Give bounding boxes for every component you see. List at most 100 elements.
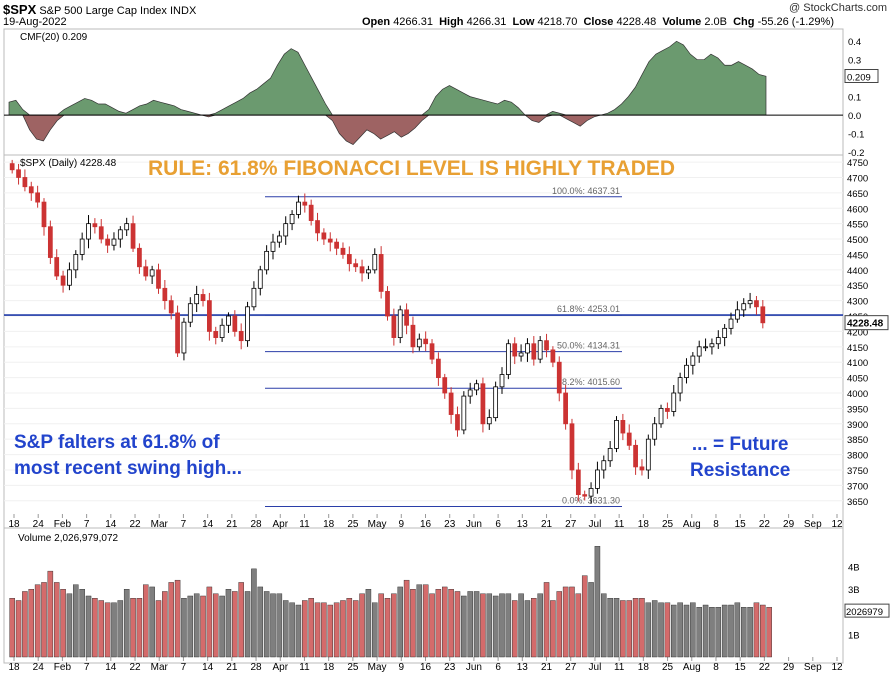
volume-bar — [575, 593, 582, 658]
candle-body — [238, 331, 244, 342]
volume-bar — [556, 591, 563, 658]
volume-bar — [626, 600, 632, 658]
volume-bar — [225, 589, 232, 658]
candle-body — [639, 466, 645, 471]
volume-bar — [174, 579, 181, 658]
x-tick-label: 28 — [250, 519, 262, 530]
candle-body — [499, 374, 505, 388]
candle-body — [512, 343, 518, 357]
candle-body — [518, 352, 524, 357]
x-tick-label: 18 — [323, 519, 335, 530]
index-name: S&P 500 Large Cap Index — [39, 5, 167, 17]
volume-bar — [537, 593, 543, 658]
volume-value: 2.0B — [704, 16, 727, 28]
candle-body — [353, 263, 359, 268]
volume-bar — [543, 582, 550, 658]
candle-body — [690, 355, 696, 366]
left-annotation: S&P falters at 61.8% of most recent swin… — [14, 432, 243, 479]
candle-body — [480, 383, 486, 425]
x-tick-label: Aug — [683, 519, 701, 530]
price-tick-label: 3950 — [847, 404, 868, 415]
cmf-last-box — [844, 68, 879, 83]
candle-body — [219, 324, 225, 338]
volume-last-box — [844, 603, 890, 618]
volume-bar — [709, 607, 715, 658]
panel-frame — [3, 527, 844, 664]
volume-bar — [28, 589, 35, 658]
candle-body — [232, 315, 238, 332]
candle-body — [124, 223, 130, 231]
price-tick-label: 4150 — [847, 343, 868, 354]
candle-body — [633, 444, 638, 468]
x-tick-label: 15 — [735, 662, 747, 673]
x-tick-label: 14 — [105, 519, 117, 530]
candle-body — [404, 309, 409, 326]
candle-body — [149, 269, 155, 277]
volume-bar — [98, 600, 104, 658]
volume-bar — [467, 591, 473, 658]
candle-body — [550, 349, 556, 363]
volume-tick-label: 4B — [848, 563, 860, 574]
candle-body — [760, 306, 766, 324]
candle-body — [461, 395, 467, 431]
high-value: 4266.31 — [466, 16, 507, 28]
volume-bar — [620, 600, 626, 658]
candle-body — [54, 257, 60, 277]
volume-bar — [136, 598, 143, 658]
candle-body — [321, 232, 327, 240]
x-tick-label: 7 — [181, 519, 187, 530]
volume-bar — [212, 593, 219, 658]
price-last-value: 4228.48 — [847, 319, 884, 330]
candle-body — [429, 343, 435, 360]
candle-body — [486, 417, 492, 425]
volume-bar — [15, 600, 22, 658]
candle-body — [671, 392, 677, 412]
candle-body — [28, 186, 34, 194]
volume-last-value: 2026979 — [846, 607, 883, 618]
x-tick-label: 13 — [517, 662, 529, 673]
volume-bar — [448, 589, 454, 658]
candle-body — [226, 315, 231, 326]
candle-body — [315, 220, 320, 234]
candle-body — [213, 331, 219, 338]
x-tick-label: 13 — [517, 519, 529, 530]
volume-bar — [257, 586, 264, 658]
candle-body — [130, 223, 136, 249]
x-tick-label: 11 — [299, 519, 310, 530]
candle-body — [474, 383, 479, 391]
candle-body — [346, 254, 352, 265]
volume-bar — [346, 598, 353, 658]
volume-bar — [734, 602, 741, 658]
price-title: $SPX (Daily) 4228.48 — [20, 158, 117, 169]
volume-bar — [130, 598, 136, 658]
volume-bar — [645, 602, 652, 658]
volume-bar — [181, 598, 187, 658]
symbol: $SPX — [3, 2, 37, 17]
volume-bar — [143, 584, 149, 658]
cmf-tick-label: 0.3 — [848, 56, 861, 67]
headline-annotation: RULE: 61.8% FIBONACCI LEVEL IS HIGHLY TR… — [148, 157, 676, 180]
x-tick-label: 15 — [735, 519, 747, 530]
volume-bar — [53, 582, 60, 658]
volume-bar — [607, 598, 613, 658]
candle-body — [187, 303, 193, 323]
x-tick-label: Apr — [272, 519, 288, 530]
cmf-tick-label: 0.4 — [848, 37, 861, 48]
price-tick-label: 4100 — [847, 358, 868, 369]
x-tick-label: May — [368, 662, 387, 673]
price-tick-label: 4500 — [847, 235, 868, 246]
ohlc-readout: Open 4266.31 High 4266.31 Low 4218.70 Cl… — [362, 16, 834, 28]
volume-bar — [263, 591, 270, 658]
candle-body — [302, 201, 308, 206]
volume-bar — [613, 598, 620, 658]
cmf-tick-label: 0.1 — [848, 93, 861, 104]
volume-bar — [79, 589, 85, 658]
candle-body — [645, 438, 651, 471]
candle-body — [448, 392, 454, 415]
candle-body — [455, 414, 460, 431]
candle-body — [372, 254, 378, 271]
price-tick-label: 3650 — [847, 497, 868, 508]
candle-body — [289, 214, 295, 225]
volume-bar — [244, 591, 251, 658]
